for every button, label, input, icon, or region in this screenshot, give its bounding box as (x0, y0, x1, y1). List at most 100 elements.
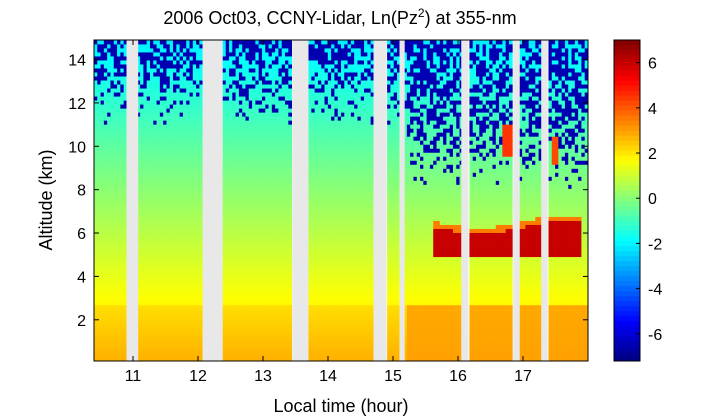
heatmap-cell (163, 140, 167, 145)
heatmap-cell (156, 52, 161, 57)
heatmap-cell (238, 84, 243, 89)
heatmap-cell (238, 156, 243, 161)
heatmap-cell (140, 328, 144, 334)
heatmap-cell (182, 204, 187, 209)
heatmap-cell (222, 312, 227, 318)
heatmap-cell (166, 72, 171, 77)
heatmap-cell (314, 352, 319, 358)
heatmap-cell (225, 108, 230, 113)
heatmap-cell (341, 112, 345, 117)
heatmap-cell (225, 116, 230, 121)
heatmap-cell (159, 172, 164, 177)
heatmap-cell (103, 184, 108, 189)
heatmap-cell (166, 216, 171, 221)
heatmap-cell (248, 252, 253, 258)
heatmap-cell (341, 164, 345, 169)
heatmap-cell (281, 268, 286, 274)
heatmap-cell (321, 72, 325, 77)
heatmap-cell (159, 252, 164, 258)
heatmap-cell (169, 92, 174, 97)
heatmap-cell (255, 228, 260, 233)
heatmap-cell (258, 276, 263, 282)
heatmap-cell (110, 244, 115, 250)
heatmap-cell (222, 252, 227, 258)
heatmap-cell (232, 60, 237, 65)
heatmap-cell (196, 192, 200, 197)
heatmap-cell (248, 296, 253, 302)
heatmap-cell (341, 236, 345, 242)
heatmap-cell (238, 312, 243, 318)
heatmap-cell (100, 84, 105, 89)
heatmap-cell (245, 124, 250, 129)
heatmap-cell (117, 148, 121, 153)
heatmap-cell (324, 324, 329, 330)
heatmap-cell (311, 348, 316, 354)
heatmap-cell (156, 244, 161, 250)
heatmap-cell (245, 196, 250, 201)
heatmap-cell (229, 268, 233, 274)
heatmap-cell (255, 64, 260, 69)
heatmap-cell (261, 328, 266, 334)
heatmap-cell (143, 148, 148, 153)
heatmap-cell (153, 340, 157, 346)
heatmap-cell (245, 220, 250, 225)
heatmap-cell (268, 268, 273, 274)
heatmap-cell (341, 292, 345, 298)
heatmap-cell (143, 124, 148, 129)
heatmap-cell (120, 280, 125, 286)
heatmap-cell (196, 92, 200, 97)
heatmap-cell (149, 348, 154, 354)
heatmap-cell (176, 208, 181, 213)
heatmap-cell (327, 348, 332, 354)
heatmap-cell (265, 120, 269, 125)
heatmap-cell (281, 196, 286, 201)
heatmap-cell (268, 272, 273, 278)
heatmap-cell (94, 56, 98, 61)
heatmap-cell (94, 140, 98, 145)
heatmap-cell (288, 308, 292, 314)
heatmap-cell (337, 300, 342, 306)
heatmap-cell (186, 328, 190, 334)
heatmap-cell (189, 312, 194, 318)
heatmap-cell (146, 100, 151, 105)
heatmap-cell (166, 200, 171, 205)
heatmap-cell (275, 164, 279, 169)
heatmap-cell (245, 316, 250, 322)
heatmap-cell (176, 132, 181, 137)
heatmap-cell (146, 288, 151, 294)
heatmap-cell (149, 112, 154, 117)
heatmap-cell (159, 100, 164, 105)
heatmap-cell (173, 100, 177, 105)
heatmap-cell (229, 68, 233, 73)
heatmap-cell (281, 56, 286, 61)
heatmap-cell (94, 80, 98, 85)
heatmap-cell (288, 56, 292, 61)
heatmap-cell (196, 64, 200, 69)
heatmap-cell (258, 44, 263, 49)
heatmap-cell (163, 328, 167, 334)
heatmap-cell (337, 288, 342, 294)
heatmap-cell (163, 148, 167, 153)
heatmap-cell (344, 308, 348, 314)
heatmap-cell (123, 148, 128, 153)
heatmap-cell (281, 100, 286, 105)
heatmap-cell (238, 284, 243, 290)
heatmap-cell (169, 76, 174, 81)
heatmap-cell (123, 216, 128, 221)
heatmap-cell (169, 52, 174, 57)
heatmap-cell (136, 104, 141, 109)
heatmap-cell (222, 84, 227, 89)
heatmap-cell (334, 80, 339, 85)
heatmap-cell (94, 312, 98, 318)
heatmap-cell (159, 264, 164, 270)
heatmap-cell (321, 44, 325, 49)
heatmap-cell (341, 196, 345, 201)
heatmap-cell (255, 172, 260, 177)
heatmap-cell (173, 180, 177, 185)
heatmap-cell (229, 252, 233, 258)
heatmap-cell (337, 96, 342, 101)
heatmap-cell (225, 200, 230, 205)
heatmap-cell (314, 256, 319, 262)
heatmap-cell (136, 180, 141, 185)
heatmap-cell (248, 316, 253, 322)
